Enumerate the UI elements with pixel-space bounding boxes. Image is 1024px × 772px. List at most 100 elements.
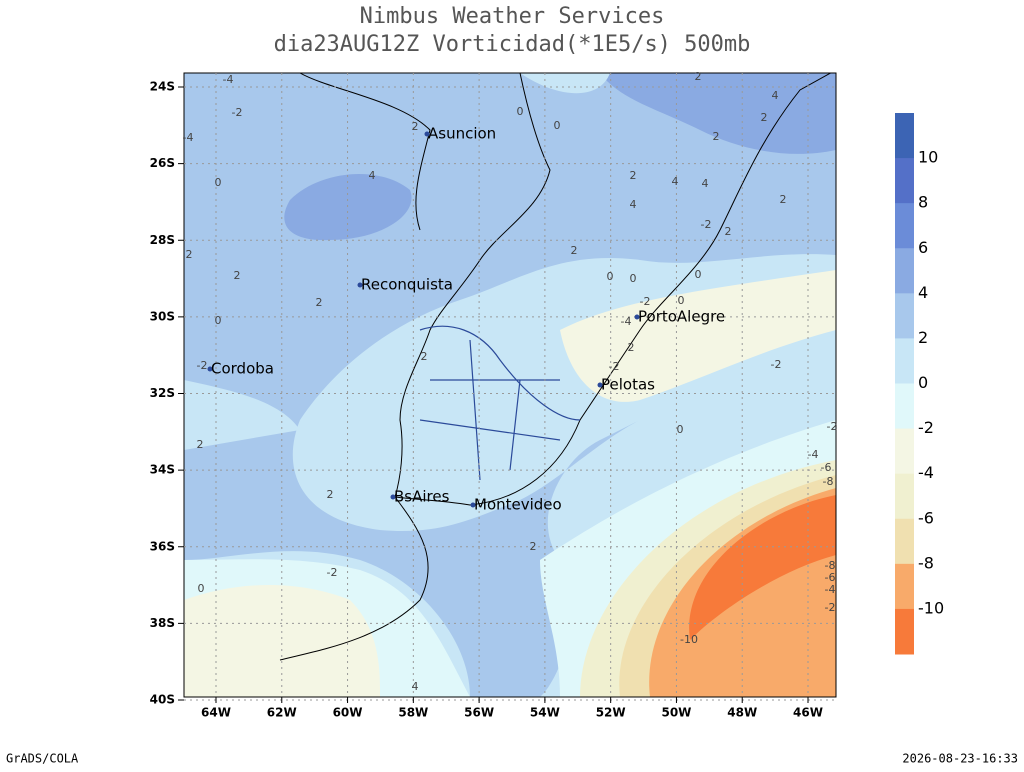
- contour-label: -8: [825, 559, 836, 572]
- city-label: PortoAlegre: [638, 308, 725, 326]
- contour-label: -6: [821, 461, 832, 474]
- city-label: Cordoba: [211, 360, 274, 378]
- colorbar-box: [895, 158, 914, 204]
- contour-label: 4: [412, 680, 419, 693]
- contour-label: 2: [628, 341, 635, 354]
- colorbar-label: 10: [918, 148, 938, 167]
- contour-label: 0: [695, 268, 702, 281]
- colorbar-box: [895, 383, 914, 430]
- contour-label: 0: [607, 270, 614, 283]
- contour-label: -2: [771, 358, 782, 371]
- contour-label: -8: [823, 475, 834, 488]
- city-dot: [634, 314, 640, 320]
- map-frame: [183, 72, 837, 698]
- contour-label: 0: [554, 119, 561, 132]
- contour-label: -4: [808, 448, 819, 461]
- contour-label: -4: [183, 131, 194, 144]
- contour-label: 4: [672, 175, 679, 188]
- contour-label: -2: [825, 601, 836, 614]
- contour-label: 2: [197, 438, 204, 451]
- contour-label: 0: [215, 176, 222, 189]
- lon-label: 56W: [464, 706, 494, 720]
- contour-label: 2: [761, 111, 768, 124]
- city-dot: [470, 502, 476, 508]
- lon-label: 52W: [596, 706, 626, 720]
- lon-label: 50W: [661, 706, 691, 720]
- colorbar-box: [895, 338, 914, 384]
- contour-label: -2: [232, 106, 243, 119]
- city-label: BsAires: [394, 488, 450, 506]
- contour-label: -2: [609, 360, 620, 373]
- lat-label: 28S: [150, 233, 175, 247]
- contour-label: 2: [725, 225, 732, 238]
- lat-label: 24S: [150, 80, 175, 94]
- city-dot: [390, 494, 396, 500]
- contour-label: 4: [772, 89, 779, 102]
- colorbar-label: -10: [918, 598, 944, 617]
- contour-label: -2: [197, 359, 208, 372]
- footer-left: GrADS/COLA: [6, 752, 79, 766]
- contour-label: -2: [827, 420, 838, 433]
- colorbar-box: [895, 563, 914, 610]
- contour-label: -4: [621, 315, 632, 328]
- contour-label: -2: [327, 566, 338, 579]
- contour-label: -4: [825, 583, 836, 596]
- colorbar-label: 0: [918, 373, 928, 392]
- title: Nimbus Weather Services: [360, 4, 665, 29]
- contour-label: 2: [695, 70, 702, 83]
- contour-label: 2: [713, 130, 720, 143]
- contour-label: 0: [198, 582, 205, 595]
- contour-label: 0: [677, 423, 684, 436]
- colorbar-label: -4: [918, 463, 934, 482]
- lon-label: 54W: [530, 706, 560, 720]
- contour-label: -10: [680, 633, 698, 646]
- colorbar-label: 2: [918, 328, 928, 347]
- contour-label: -2: [640, 295, 651, 308]
- contour-label: 2: [234, 269, 241, 282]
- lat-label: 32S: [150, 386, 175, 400]
- colorbar-label: 8: [918, 193, 928, 212]
- lat-label: 26S: [150, 156, 175, 170]
- city-label: Montevideo: [474, 496, 562, 514]
- contour-label: 4: [369, 169, 376, 182]
- city-label: Reconquista: [361, 276, 453, 294]
- lon-label: 60W: [333, 706, 363, 720]
- contour-label: 0: [215, 314, 222, 327]
- colorbar-box: [895, 473, 914, 520]
- contour-label: 0: [517, 105, 524, 118]
- colorbar-label: -8: [918, 553, 934, 572]
- lat-label: 34S: [150, 463, 175, 477]
- field: [184, 73, 836, 697]
- contour-label: 4: [702, 177, 709, 190]
- footer-right: 2026-08-23-16:33: [902, 752, 1018, 766]
- colorbar-label: -2: [918, 418, 934, 437]
- city-label: Pelotas: [601, 376, 655, 394]
- contour-label: 2: [780, 193, 787, 206]
- contour-label: 2: [186, 248, 193, 261]
- colorbar-box: [895, 293, 914, 339]
- contour-label: 2: [530, 540, 537, 553]
- lon-label: 48W: [727, 706, 757, 720]
- contour-label: 2: [571, 244, 578, 257]
- colorbar-box: [895, 203, 914, 249]
- contour-label: 4: [630, 198, 637, 211]
- lon-label: 62W: [267, 706, 297, 720]
- colorbar-label: -6: [918, 508, 934, 527]
- colorbar-label: 6: [918, 238, 928, 257]
- contour-label: -4: [223, 73, 234, 86]
- colorbar-box: [895, 518, 914, 565]
- contour-label: -6: [825, 571, 836, 584]
- lon-label: 58W: [398, 706, 428, 720]
- subtitle: dia23AUG12Z Vorticidad(*1E5/s) 500mb: [274, 32, 751, 57]
- contour-label: 0: [630, 272, 637, 285]
- colorbar-box: [895, 248, 914, 294]
- lat-label: 38S: [150, 616, 175, 630]
- contour-label: 2: [421, 350, 428, 363]
- city-dot: [207, 366, 213, 372]
- contour-label: -2: [701, 218, 712, 231]
- colorbar-box: [895, 608, 914, 655]
- lat-label: 30S: [150, 309, 175, 323]
- lon-label: 64W: [201, 706, 231, 720]
- city-label: Asuncion: [428, 125, 496, 143]
